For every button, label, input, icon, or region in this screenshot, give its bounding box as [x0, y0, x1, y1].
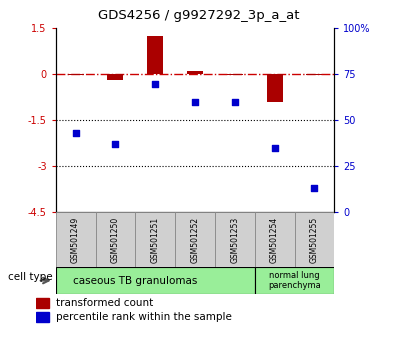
Text: GSM501252: GSM501252 — [191, 217, 199, 263]
Bar — [255, 267, 334, 294]
Bar — [68, 74, 84, 75]
Text: GDS4256 / g9927292_3p_a_at: GDS4256 / g9927292_3p_a_at — [98, 9, 300, 22]
Text: GSM501251: GSM501251 — [151, 217, 160, 263]
Bar — [135, 212, 175, 267]
Bar — [56, 212, 96, 267]
Bar — [36, 312, 49, 322]
Text: GSM501255: GSM501255 — [310, 217, 319, 263]
Point — [192, 99, 198, 105]
Bar — [56, 267, 255, 294]
Bar — [147, 36, 163, 74]
Point — [271, 145, 278, 151]
Text: percentile rank within the sample: percentile rank within the sample — [56, 312, 232, 322]
Text: cell type: cell type — [8, 272, 53, 282]
Point — [311, 185, 318, 191]
Bar — [267, 74, 283, 102]
Point — [152, 81, 158, 86]
Bar — [36, 298, 49, 308]
Bar — [215, 212, 255, 267]
Text: GSM501250: GSM501250 — [111, 217, 120, 263]
Bar — [187, 71, 203, 74]
Text: transformed count: transformed count — [56, 298, 153, 308]
Text: GSM501253: GSM501253 — [230, 217, 239, 263]
Point — [232, 99, 238, 105]
Point — [112, 142, 119, 147]
Text: normal lung
parenchyma: normal lung parenchyma — [268, 271, 321, 290]
Bar — [175, 212, 215, 267]
Bar — [306, 74, 322, 75]
Bar — [255, 212, 295, 267]
Text: GSM501249: GSM501249 — [71, 217, 80, 263]
Bar — [295, 212, 334, 267]
Bar — [227, 74, 243, 75]
Bar — [107, 74, 123, 80]
Text: caseous TB granulomas: caseous TB granulomas — [73, 275, 197, 286]
Text: GSM501254: GSM501254 — [270, 217, 279, 263]
Bar — [96, 212, 135, 267]
Point — [72, 130, 79, 136]
